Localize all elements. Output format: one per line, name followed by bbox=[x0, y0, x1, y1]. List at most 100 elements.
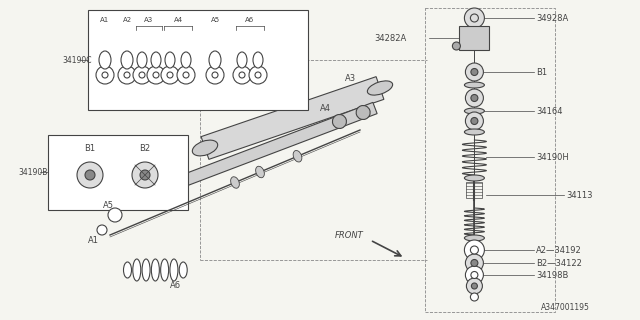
Polygon shape bbox=[201, 77, 384, 159]
Ellipse shape bbox=[465, 129, 484, 135]
Circle shape bbox=[102, 72, 108, 78]
Circle shape bbox=[471, 117, 478, 124]
Circle shape bbox=[465, 8, 484, 28]
Circle shape bbox=[233, 66, 251, 84]
Ellipse shape bbox=[181, 52, 191, 68]
Circle shape bbox=[249, 66, 267, 84]
Ellipse shape bbox=[356, 106, 370, 119]
Circle shape bbox=[147, 66, 165, 84]
Circle shape bbox=[140, 170, 150, 180]
Text: 34190H: 34190H bbox=[536, 153, 569, 162]
Text: A2—34192: A2—34192 bbox=[536, 245, 582, 254]
Text: 34198B: 34198B bbox=[536, 270, 569, 279]
Text: B2—34122: B2—34122 bbox=[536, 259, 582, 268]
Ellipse shape bbox=[151, 52, 161, 68]
Ellipse shape bbox=[165, 52, 175, 68]
Bar bbox=[425, 8, 555, 312]
Circle shape bbox=[467, 278, 483, 294]
Circle shape bbox=[470, 293, 479, 301]
Ellipse shape bbox=[237, 52, 247, 68]
Polygon shape bbox=[136, 102, 377, 204]
Circle shape bbox=[470, 14, 479, 22]
Text: A347001195: A347001195 bbox=[541, 303, 590, 312]
Circle shape bbox=[85, 170, 95, 180]
Ellipse shape bbox=[255, 166, 264, 178]
Ellipse shape bbox=[151, 259, 159, 281]
Circle shape bbox=[167, 72, 173, 78]
Text: A4: A4 bbox=[320, 103, 331, 113]
Circle shape bbox=[239, 72, 245, 78]
Ellipse shape bbox=[367, 81, 392, 95]
Circle shape bbox=[161, 66, 179, 84]
Circle shape bbox=[206, 66, 224, 84]
Circle shape bbox=[124, 72, 130, 78]
Text: A3: A3 bbox=[145, 17, 154, 23]
Ellipse shape bbox=[209, 51, 221, 69]
Ellipse shape bbox=[465, 235, 484, 241]
Ellipse shape bbox=[179, 262, 188, 278]
Circle shape bbox=[465, 112, 483, 130]
Text: B1: B1 bbox=[84, 143, 95, 153]
Bar bbox=[460, 26, 490, 50]
Ellipse shape bbox=[192, 140, 218, 156]
Circle shape bbox=[77, 162, 103, 188]
Text: A2: A2 bbox=[122, 17, 132, 23]
Ellipse shape bbox=[465, 108, 484, 114]
Circle shape bbox=[139, 72, 145, 78]
Text: 34282A: 34282A bbox=[374, 34, 406, 43]
Circle shape bbox=[471, 68, 478, 76]
Text: 34113: 34113 bbox=[566, 190, 593, 199]
Text: A6: A6 bbox=[245, 17, 255, 23]
Ellipse shape bbox=[170, 259, 178, 281]
Text: 34164: 34164 bbox=[536, 107, 563, 116]
Text: 34190C: 34190C bbox=[62, 55, 92, 65]
Text: A5: A5 bbox=[103, 201, 114, 210]
Circle shape bbox=[183, 72, 189, 78]
Ellipse shape bbox=[132, 259, 141, 281]
Ellipse shape bbox=[99, 51, 111, 69]
Circle shape bbox=[255, 72, 261, 78]
Circle shape bbox=[108, 208, 122, 222]
Circle shape bbox=[472, 283, 477, 289]
Circle shape bbox=[465, 240, 484, 260]
Text: A4: A4 bbox=[173, 17, 182, 23]
Circle shape bbox=[177, 66, 195, 84]
Ellipse shape bbox=[230, 177, 239, 188]
Text: 34928A: 34928A bbox=[536, 13, 569, 22]
Circle shape bbox=[470, 246, 479, 254]
Ellipse shape bbox=[121, 51, 133, 69]
Circle shape bbox=[465, 63, 483, 81]
Text: A3: A3 bbox=[345, 74, 356, 83]
Ellipse shape bbox=[142, 259, 150, 281]
Circle shape bbox=[465, 266, 483, 284]
Circle shape bbox=[96, 66, 114, 84]
Circle shape bbox=[153, 72, 159, 78]
Ellipse shape bbox=[332, 115, 346, 129]
Text: A1: A1 bbox=[100, 17, 109, 23]
Ellipse shape bbox=[137, 52, 147, 68]
Circle shape bbox=[118, 66, 136, 84]
Ellipse shape bbox=[293, 150, 302, 162]
Bar bbox=[48, 135, 188, 210]
Text: B1: B1 bbox=[536, 68, 548, 76]
Ellipse shape bbox=[161, 259, 169, 281]
Text: A1: A1 bbox=[88, 236, 99, 244]
Circle shape bbox=[97, 225, 107, 235]
Circle shape bbox=[212, 72, 218, 78]
Ellipse shape bbox=[124, 262, 131, 278]
Circle shape bbox=[465, 89, 483, 107]
Text: A6: A6 bbox=[170, 281, 181, 290]
Bar bbox=[88, 10, 308, 110]
Circle shape bbox=[133, 66, 151, 84]
Bar bbox=[467, 182, 483, 198]
Ellipse shape bbox=[465, 175, 484, 181]
Circle shape bbox=[471, 260, 478, 267]
Text: 34190B: 34190B bbox=[18, 167, 47, 177]
Ellipse shape bbox=[253, 52, 263, 68]
Circle shape bbox=[452, 42, 460, 50]
Text: A5: A5 bbox=[211, 17, 220, 23]
Circle shape bbox=[471, 94, 478, 101]
Text: FRONT: FRONT bbox=[335, 231, 364, 240]
Circle shape bbox=[465, 254, 483, 272]
Ellipse shape bbox=[465, 82, 484, 88]
